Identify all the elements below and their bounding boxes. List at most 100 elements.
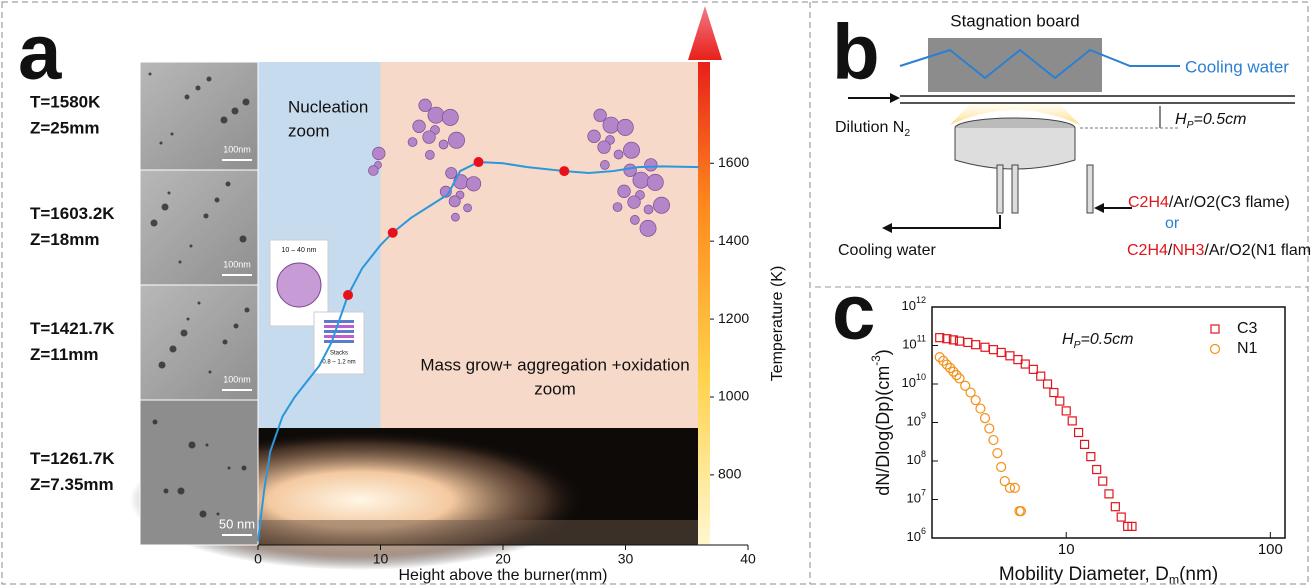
soot-particle [588,130,601,143]
dilution-label: Dilution N2 [835,119,910,138]
y-tick-exponent: 7 [921,488,926,498]
y-tick-exponent: 12 [916,295,926,305]
tem-particle [178,488,185,495]
condition-temperature: T=1421.7K [30,319,115,338]
y-tick-exponent: 9 [921,411,926,421]
soot-particle [653,197,669,213]
data-point [980,414,989,423]
arrow-head [882,223,892,233]
soot-particle [613,203,622,212]
annotation-rest: =0.5cm [1081,331,1134,348]
condition-height: Z=11mm [30,345,99,364]
data-point [1081,440,1089,448]
soot-particle [644,205,653,214]
soot-particle [446,167,457,178]
soot-particle [466,177,480,191]
data-point [1117,513,1125,521]
data-point [1050,389,1058,397]
label: Cooling water [838,242,937,259]
data-point [976,404,985,413]
tem-particle [198,302,201,305]
stagnation-board [928,38,1102,92]
tem-particle [232,108,239,115]
scale-bar-label: 100nm [223,259,251,269]
soot-particle [618,185,631,198]
soot-particle [630,215,639,224]
arrow-head [1094,203,1104,213]
tem-particle [149,73,152,76]
legend-label: N1 [1237,340,1258,357]
data-point [989,436,998,445]
y-tick-label: 1200 [718,310,749,326]
y-tick-base: 10 [902,375,916,390]
tem-particle [185,95,190,100]
feed-c3-label-part: C2H4 [1128,194,1169,211]
height-label: HP=0.5cm [1175,111,1246,130]
x-axis-label-main: Mobility Diameter, D [999,564,1169,585]
tem-particle [223,340,228,345]
x-axis-label-rest: (nm) [1179,564,1218,585]
data-point [1062,407,1070,415]
data-point [971,396,980,405]
soot-particle [408,138,417,147]
x-tick-label: 20 [495,551,511,567]
tem-particle [168,192,171,195]
inset-label: 10 – 40 nm [281,247,316,254]
stack-layer [324,340,354,343]
x-tick-label: 30 [618,551,634,567]
tem-particle [217,513,220,516]
sample-point [474,157,484,167]
feed-n1-label-part: /Ar/O2(N1 flame) [1204,242,1311,259]
soot-particle [464,204,472,212]
y-tick-label: 109 [907,411,926,429]
soot-particle [600,160,609,169]
data-point [1111,503,1119,511]
x-tick-label: 10 [373,551,389,567]
soot-particle [614,150,623,159]
data-point [964,338,972,346]
zone-label: zoom [288,121,330,140]
tem-particle [179,261,182,264]
soot-particle [449,196,460,207]
sample-point [559,166,569,176]
x-tick-label: 0 [254,551,262,567]
tem-particle [226,182,231,187]
y-tick-label: 1012 [902,295,926,313]
return-arrow [890,215,1000,228]
panel-letter: b [832,8,880,96]
label: Cooling water [1185,57,1289,76]
y-tick-exponent: 8 [921,449,926,459]
tem-particle [187,318,190,321]
data-point [997,462,1006,471]
annotation-main: H [1062,331,1074,348]
pipe [1087,165,1093,213]
feed-n1-label: C2H4/NH3/Ar/O2(N1 flame) [1127,242,1311,259]
data-point [1105,490,1113,498]
tem-particle [200,511,207,518]
feed-n1-label-part: NH3 [1172,242,1204,259]
data-point [1093,466,1101,474]
feed-c3-label-part: /Ar/O2(C3 flame) [1169,194,1290,211]
flame-base [258,520,708,545]
soot-particle [372,147,385,160]
tem-particle [153,420,158,425]
data-point [1087,453,1095,461]
label: Stagnation board [950,11,1080,30]
legend-marker [1211,325,1219,333]
tem-particle [228,467,231,470]
tem-particle [190,245,193,248]
y-axis-label: dN/Dlog(Dp)(cm-3) [870,349,893,495]
y-axis-label: Temperature (K) [769,266,786,382]
y-tick-base: 10 [902,298,916,313]
y-tick-exponent: 11 [917,334,926,344]
soot-particle [603,117,619,133]
tem-particle [209,371,212,374]
data-point [1075,428,1083,436]
data-point [1099,477,1107,485]
soot-particle [617,119,633,135]
y-tick-label: 107 [907,488,926,506]
soot-particle [439,140,448,149]
data-point [993,449,1002,458]
soot-particle [594,109,607,122]
dilution-label-sub: 2 [904,128,910,139]
